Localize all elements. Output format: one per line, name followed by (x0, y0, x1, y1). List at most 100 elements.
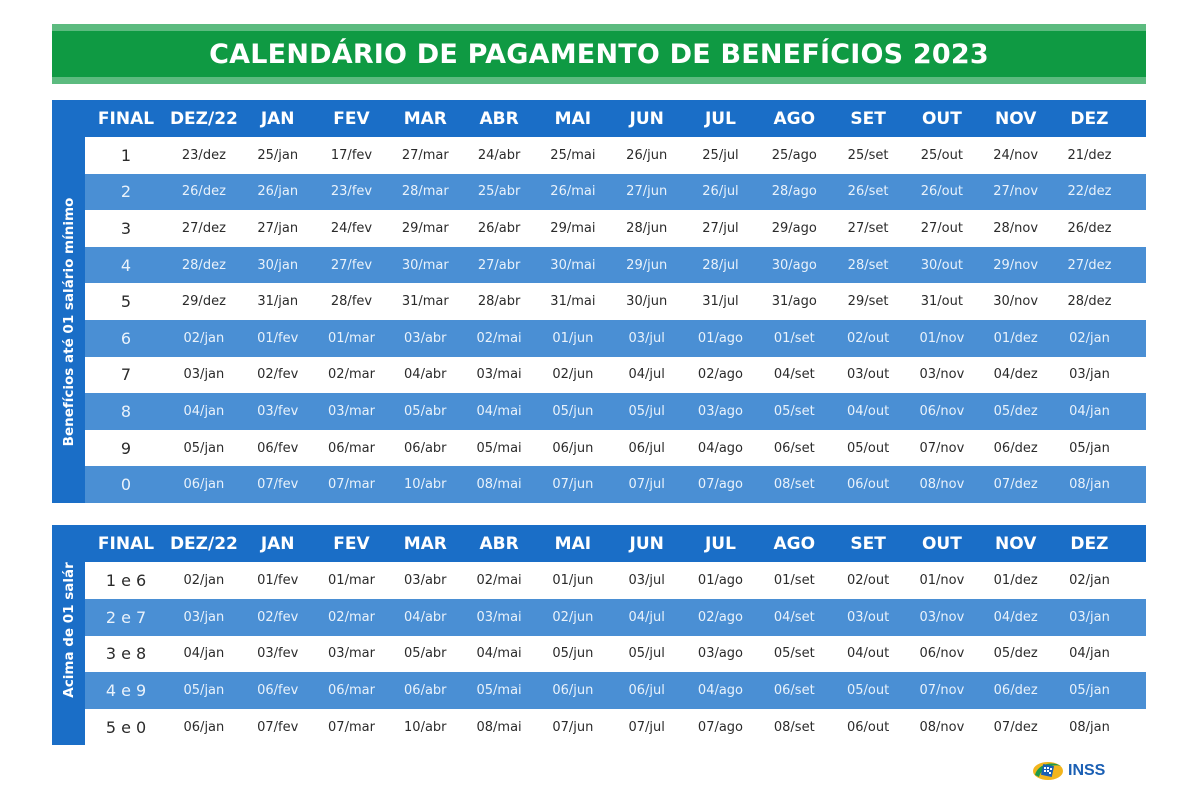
final-digit-cell: 7 (120, 365, 132, 385)
payment-date-cell: 07/nov (919, 683, 965, 699)
column-header-month: NOV (994, 533, 1037, 554)
payment-date-cell: 03/nov (919, 367, 965, 383)
payment-date-cell: 06/jul (628, 683, 665, 699)
payment-date-cell: 29/mai (550, 220, 596, 236)
payment-date-cell: 28/fev (330, 294, 373, 310)
table-row: 9 05/jan 06/fev 06/mar 06/abr 05/mai 06/jun 06/… (85, 429, 1146, 467)
column-header-month: DEZ/22 (169, 533, 238, 554)
column-header-month: MAI (554, 533, 592, 554)
payment-date-cell: 05/abr (404, 403, 447, 419)
payment-date-cell: 02/jan (1069, 330, 1110, 346)
column-header-month: FEV (333, 108, 370, 129)
payment-date-cell: 03/mai (476, 367, 522, 383)
payment-date-cell: 04/jan (1069, 403, 1110, 419)
column-header-final: FINAL (97, 533, 155, 554)
column-header-month: DEZ (1070, 533, 1109, 554)
payment-date-cell: 04/mai (476, 646, 522, 662)
title-banner: CALENDÁRIO DE PAGAMENTO DE BENEFÍCIOS 20… (52, 24, 1146, 84)
payment-date-cell: 05/jan (183, 440, 225, 456)
payment-date-cell: 06/dez (993, 683, 1038, 699)
payment-date-cell: 29/jun (626, 257, 668, 273)
payment-date-cell: 06/jun (552, 440, 594, 456)
payment-date-cell: 07/ago (697, 477, 744, 493)
payment-date-cell: 05/abr (404, 646, 447, 662)
payment-date-cell: 04/jul (628, 367, 665, 383)
payment-date-cell: 31/ago (771, 294, 817, 310)
payment-date-cell: 05/dez (993, 646, 1038, 662)
payment-date-cell: 03/nov (919, 609, 965, 625)
payment-date-cell: 05/mai (476, 683, 522, 699)
payment-date-cell: 01/set (773, 572, 815, 588)
payment-date-cell: 01/fev (257, 330, 299, 346)
schedule-grid: FINAL DEZ/22 JAN FEV MAR ABR MAI JUN JUL AGO SET OU… (52, 525, 1146, 746)
final-digit-cell: 8 (120, 401, 132, 421)
payment-date-cell: 01/jun (552, 572, 594, 588)
table-row: 5 e 0 06/jan 07/fev 07/mar 10/abr 08/mai 07/ju… (85, 709, 1146, 746)
payment-date-cell: 04/ago (697, 440, 744, 456)
header-row: FINAL DEZ/22 JAN FEV MAR ABR MAI JUN JUL AGO SET OU… (52, 100, 1146, 137)
payment-date-cell: 24/fev (330, 220, 373, 236)
payment-date-cell: 27/jan (257, 220, 299, 236)
payment-date-cell: 02/out (846, 572, 890, 588)
payment-date-cell: 25/abr (477, 184, 521, 200)
table-row: 4 28/dez 30/jan 27/fev 30/mar 27/abr 30/mai 29/… (85, 246, 1146, 284)
payment-date-cell: 01/set (773, 330, 815, 346)
header-row: FINAL DEZ/22 JAN FEV MAR ABR MAI JUN JUL AGO SET OU… (52, 525, 1146, 562)
payment-date-cell: 05/out (846, 683, 890, 699)
payment-date-cell: 01/mar (328, 330, 375, 346)
payment-date-cell: 04/out (846, 403, 890, 419)
payment-date-cell: 07/jul (628, 477, 665, 493)
payment-date-cell: 07/dez (993, 720, 1038, 736)
payment-date-cell: 01/fev (257, 572, 299, 588)
payment-date-cell: 04/abr (404, 367, 447, 383)
final-digit-cell: 6 (120, 328, 132, 348)
final-digit-cell: 1 e 6 (105, 570, 147, 590)
final-digit-cell: 5 e 0 (105, 718, 147, 738)
payment-date-cell: 06/mar (328, 440, 375, 456)
payment-date-cell: 05/dez (993, 403, 1038, 419)
payment-date-cell: 30/jan (257, 257, 299, 273)
payment-date-cell: 27/jul (702, 220, 739, 236)
payment-date-cell: 31/jul (702, 294, 739, 310)
payment-date-cell: 25/set (847, 147, 889, 163)
column-header-month: JAN (260, 108, 295, 129)
payment-date-cell: 01/ago (697, 330, 744, 346)
payment-date-cell: 28/nov (993, 220, 1039, 236)
inss-logo-text: INSS (1068, 762, 1106, 779)
payment-date-cell: 06/nov (919, 403, 965, 419)
payment-date-cell: 28/dez (181, 257, 226, 273)
column-header-month: AGO (773, 108, 816, 129)
payment-date-cell: 03/mar (328, 646, 375, 662)
column-header-month: MAI (554, 108, 592, 129)
payment-date-cell: 26/set (847, 184, 889, 200)
payment-date-cell: 24/abr (477, 147, 521, 163)
payment-date-cell: 26/mai (550, 184, 596, 200)
payment-date-cell: 03/jul (628, 572, 665, 588)
payment-date-cell: 05/jan (1069, 683, 1110, 699)
final-digit-cell: 9 (120, 438, 132, 458)
final-digit-cell: 0 (120, 475, 132, 495)
final-digit-cell: 3 (120, 218, 132, 238)
payment-date-cell: 07/fev (257, 720, 299, 736)
payment-date-cell: 27/nov (993, 184, 1039, 200)
table-minimum-wage: Benefícios até 01 salário mínimo FINAL DE… (52, 100, 1146, 503)
payment-date-cell: 08/mai (476, 720, 522, 736)
payment-date-cell: 06/jun (552, 683, 594, 699)
table-row: 8 04/jan 03/fev 03/mar 05/abr 04/mai 05/jun 05/… (85, 393, 1146, 430)
payment-date-cell: 04/abr (404, 609, 447, 625)
payment-date-cell: 03/mar (328, 403, 375, 419)
payment-date-cell: 23/fev (330, 184, 373, 200)
final-digit-cell: 2 (120, 182, 132, 202)
payment-date-cell: 31/mai (550, 294, 596, 310)
payment-date-cell: 04/mai (476, 403, 522, 419)
payment-date-cell: 26/out (920, 184, 963, 200)
payment-date-cell: 28/dez (1067, 294, 1112, 310)
payment-date-cell: 28/jun (626, 220, 668, 236)
table-row: 6 02/jan 01/fev 01/mar 03/abr 02/mai 01/jun 03/… (85, 319, 1146, 357)
payment-date-cell: 26/jun (626, 147, 668, 163)
payment-date-cell: 06/out (846, 477, 890, 493)
column-header-month: JUL (704, 533, 736, 554)
column-header-month: OUT (921, 108, 962, 129)
table-row: 2 26/dez 26/jan 23/fev 28/mar 25/abr 26/mai 27/… (85, 173, 1146, 211)
payment-date-cell: 05/jul (628, 403, 665, 419)
